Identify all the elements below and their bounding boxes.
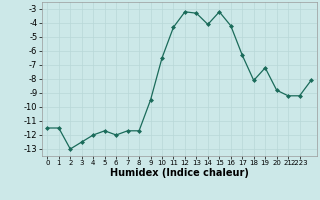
X-axis label: Humidex (Indice chaleur): Humidex (Indice chaleur) — [110, 168, 249, 178]
